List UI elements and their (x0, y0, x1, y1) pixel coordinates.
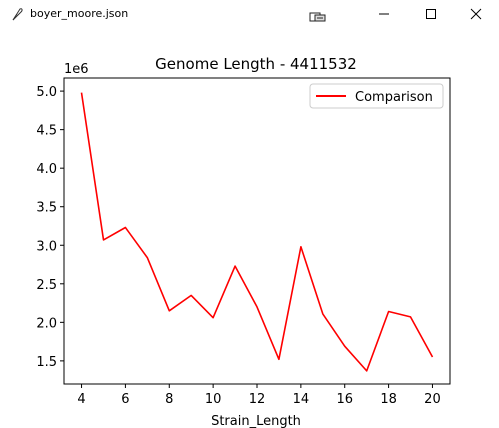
x-tick-label: 10 (205, 392, 222, 407)
x-tick-label: 12 (249, 392, 266, 407)
y-tick-label: 2.5 (36, 278, 57, 293)
minimize-button[interactable] (361, 0, 407, 28)
legend-label: Comparison (355, 90, 433, 105)
y-offset-label: 1e6 (64, 62, 89, 77)
window-titlebar: boyer_moore.json (0, 0, 499, 28)
plot-area-frame (63, 77, 451, 385)
series-line-comparison (80, 92, 434, 372)
y-tick-label: 1.5 (36, 355, 57, 370)
x-tick-label: 18 (380, 392, 397, 407)
minimize-icon (378, 5, 390, 24)
feather-icon (10, 6, 24, 21)
y-tick-label: 2.0 (36, 316, 57, 331)
x-tick-label: 4 (77, 392, 85, 407)
y-tick-label: 3.0 (36, 239, 57, 254)
maximize-button[interactable] (408, 0, 454, 28)
x-axis-label: Strain_Length (211, 414, 301, 428)
y-tick-label: 4.0 (36, 162, 57, 177)
close-icon (470, 5, 482, 24)
y-tick-label: 5.0 (36, 85, 57, 100)
close-button[interactable] (453, 0, 499, 28)
legend: Comparison (309, 83, 444, 109)
x-tick-label: 14 (293, 392, 310, 407)
x-tick-label: 8 (165, 392, 173, 407)
y-tick-label: 3.5 (36, 201, 57, 216)
y-tick-label: 4.5 (36, 124, 57, 139)
window-title: boyer_moore.json (30, 7, 129, 20)
configure-subplots-icon[interactable] (309, 8, 327, 22)
chart-title: Genome Length - 4411532 (155, 55, 357, 73)
x-tick-label: 20 (424, 392, 441, 407)
maximize-icon (425, 5, 437, 24)
x-tick-label: 6 (121, 392, 129, 407)
x-tick-label: 16 (336, 392, 353, 407)
